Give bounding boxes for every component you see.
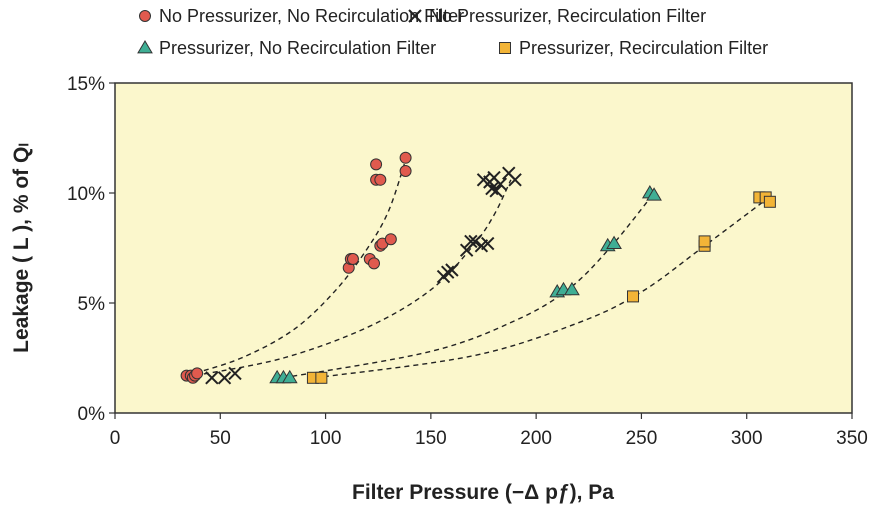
- legend-label: No Pressurizer, No Recirculation Filter: [159, 6, 464, 26]
- y-tick-label: 15%: [67, 74, 105, 95]
- x-tick-label: 250: [626, 428, 658, 449]
- data-point: [481, 236, 495, 251]
- data-point: [763, 195, 776, 208]
- data-point: [315, 371, 328, 384]
- data-point: [384, 233, 397, 246]
- data-point: [564, 281, 580, 296]
- legend-marker: [499, 42, 511, 54]
- data-point: [627, 290, 640, 303]
- data-point: [606, 235, 622, 249]
- legend-label: No Pressurizer, Recirculation Filter: [429, 6, 706, 26]
- data-point: [191, 367, 204, 380]
- data-point: [346, 253, 359, 265]
- y-tick-label: 10%: [67, 184, 105, 205]
- data-point: [281, 369, 298, 384]
- x-tick-label: 350: [836, 428, 868, 449]
- data-point: [468, 234, 482, 249]
- data-point: [217, 371, 232, 385]
- x-tick-label: 50: [210, 428, 231, 449]
- legend-marker: [408, 9, 422, 23]
- data-point: [445, 263, 459, 277]
- legend-marker: [137, 40, 153, 54]
- data-point: [464, 234, 478, 249]
- x-tick-label: 150: [415, 428, 447, 449]
- data-point: [205, 371, 219, 385]
- data-point: [508, 173, 522, 187]
- y-tick-label: 0%: [78, 404, 106, 425]
- legend: No Pressurizer, No Recirculation FilterN…: [137, 6, 768, 58]
- x-axis: 0 50 100 150 200 250 300 350: [110, 413, 868, 449]
- data-point: [485, 181, 499, 196]
- y-tick-label: 5%: [78, 294, 106, 315]
- data-markers: [180, 151, 776, 385]
- trend-line: [194, 179, 512, 377]
- y-axis-title: Leakage ( L ), % of Qₗ: [10, 143, 33, 353]
- data-point: [370, 158, 383, 171]
- data-point: [228, 366, 242, 381]
- x-axis-title: Filter Pressure (−Δ pƒ), Pa: [352, 481, 614, 504]
- x-tick-label: 200: [520, 428, 552, 449]
- legend-marker: [139, 10, 151, 22]
- legend-label: Pressurizer, No Recirculation Filter: [159, 38, 436, 58]
- data-point: [399, 165, 412, 177]
- y-axis: 0% 5% 10% 15%: [67, 74, 115, 425]
- data-point: [646, 187, 662, 201]
- data-point: [440, 265, 455, 279]
- data-point: [698, 235, 711, 248]
- x-tick-label: 300: [731, 428, 763, 449]
- data-point: [368, 257, 381, 270]
- data-point: [399, 151, 412, 164]
- data-point: [489, 184, 503, 198]
- data-point: [493, 177, 508, 191]
- trend-line: [186, 159, 407, 377]
- legend-label: Pressurizer, Recirculation Filter: [519, 38, 768, 58]
- x-tick-label: 0: [110, 428, 121, 449]
- data-point: [374, 173, 387, 186]
- x-tick-label: 100: [310, 428, 342, 449]
